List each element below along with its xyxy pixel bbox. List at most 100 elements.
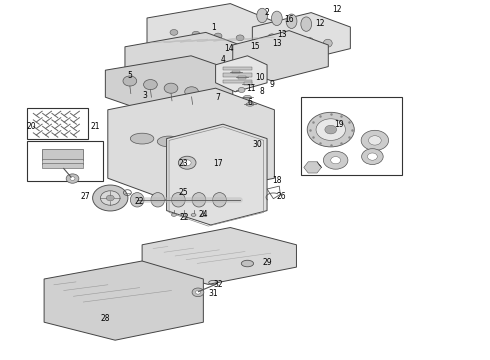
Bar [27, 141, 103, 181]
Circle shape [190, 130, 227, 157]
Ellipse shape [241, 260, 254, 267]
Circle shape [196, 291, 200, 294]
Polygon shape [108, 88, 274, 200]
Text: 9: 9 [270, 80, 274, 89]
Ellipse shape [191, 213, 196, 216]
Circle shape [70, 177, 75, 180]
Polygon shape [142, 228, 296, 284]
Text: 24: 24 [198, 210, 208, 219]
Text: 22: 22 [135, 197, 145, 206]
Bar [223, 73, 252, 77]
Circle shape [164, 83, 178, 93]
Text: 1: 1 [211, 23, 216, 32]
Bar [238, 76, 246, 79]
Circle shape [144, 80, 157, 90]
Text: 29: 29 [262, 258, 272, 267]
Polygon shape [252, 13, 350, 63]
Polygon shape [304, 162, 321, 173]
Circle shape [331, 157, 341, 164]
Ellipse shape [172, 213, 176, 216]
Ellipse shape [246, 103, 254, 106]
Circle shape [106, 195, 114, 201]
Circle shape [66, 174, 79, 183]
Text: 21: 21 [91, 122, 100, 131]
Ellipse shape [268, 34, 276, 42]
Bar [223, 80, 252, 83]
Text: 16: 16 [284, 15, 294, 24]
Text: 7: 7 [216, 93, 220, 102]
Text: 6: 6 [247, 98, 252, 107]
Circle shape [236, 35, 244, 41]
Ellipse shape [286, 14, 297, 28]
Circle shape [323, 151, 348, 169]
Bar [42, 149, 83, 160]
Ellipse shape [130, 133, 154, 144]
Text: 20: 20 [26, 122, 36, 131]
Circle shape [316, 119, 345, 140]
Text: 5: 5 [127, 71, 132, 80]
Circle shape [192, 31, 200, 37]
Ellipse shape [211, 142, 235, 153]
Text: 19: 19 [334, 120, 344, 129]
Polygon shape [167, 124, 267, 225]
Text: 26: 26 [277, 192, 287, 201]
Circle shape [100, 191, 120, 205]
Text: 14: 14 [224, 44, 234, 53]
Text: 3: 3 [142, 91, 147, 100]
Circle shape [307, 112, 354, 147]
Bar [232, 71, 240, 73]
Ellipse shape [257, 8, 268, 23]
Text: 17: 17 [213, 159, 223, 168]
Bar [27, 108, 88, 139]
Ellipse shape [172, 193, 185, 207]
Text: 30: 30 [252, 140, 262, 149]
Circle shape [368, 136, 381, 145]
Text: 27: 27 [81, 192, 91, 201]
Circle shape [178, 156, 196, 169]
Polygon shape [44, 261, 203, 340]
Circle shape [170, 30, 178, 35]
Polygon shape [105, 56, 233, 112]
Circle shape [185, 87, 198, 97]
Ellipse shape [151, 193, 165, 207]
Circle shape [362, 149, 383, 165]
Ellipse shape [271, 11, 282, 26]
Text: 11: 11 [246, 84, 256, 93]
Circle shape [123, 76, 137, 86]
Text: 23: 23 [179, 159, 189, 168]
Polygon shape [125, 32, 245, 83]
Ellipse shape [192, 193, 206, 207]
Circle shape [198, 136, 218, 150]
Circle shape [368, 153, 377, 160]
Text: 18: 18 [272, 176, 282, 185]
Text: 4: 4 [220, 55, 225, 64]
Circle shape [238, 87, 245, 93]
Circle shape [214, 33, 222, 39]
Text: 12: 12 [332, 5, 342, 14]
Polygon shape [147, 4, 274, 61]
Ellipse shape [305, 37, 314, 45]
Bar [223, 67, 252, 70]
Text: 2: 2 [265, 8, 270, 17]
Ellipse shape [244, 95, 251, 99]
Ellipse shape [286, 36, 295, 44]
Text: 25: 25 [179, 188, 189, 197]
Text: 10: 10 [255, 73, 265, 82]
Circle shape [325, 125, 337, 134]
Text: 22: 22 [179, 213, 189, 222]
Ellipse shape [213, 193, 226, 207]
Circle shape [361, 130, 389, 150]
Ellipse shape [323, 39, 332, 47]
Text: 13: 13 [272, 39, 282, 48]
Ellipse shape [184, 139, 208, 150]
Text: 28: 28 [100, 314, 110, 323]
Ellipse shape [301, 17, 312, 31]
Bar [244, 82, 252, 85]
Text: 13: 13 [277, 30, 287, 39]
Ellipse shape [157, 136, 181, 147]
Circle shape [183, 160, 191, 166]
Bar [301, 97, 402, 175]
Text: 32: 32 [213, 280, 223, 289]
Bar [42, 159, 83, 164]
Ellipse shape [130, 193, 144, 207]
